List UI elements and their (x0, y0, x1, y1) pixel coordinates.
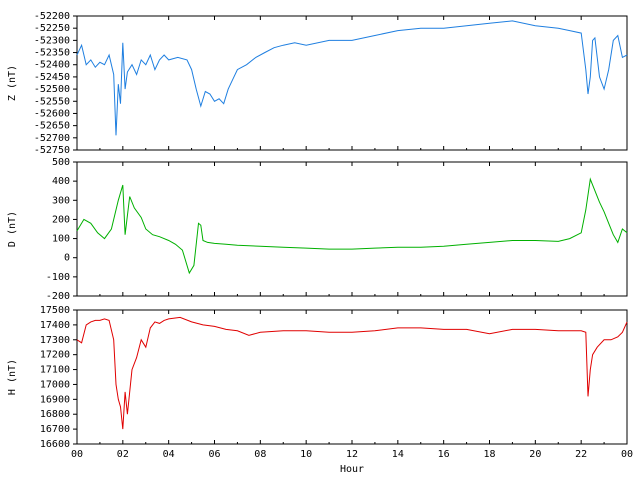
y-tick-label-z-11: -52750 (34, 145, 70, 156)
y-tick-label-d-1: 400 (52, 176, 70, 187)
y-tick-label-d-5: 0 (64, 253, 70, 264)
x-tick-label-7: 14 (392, 449, 404, 460)
y-tick-label-d-6: -100 (46, 272, 70, 283)
y-tick-label-h-3: 17200 (40, 350, 70, 361)
y-tick-label-z-2: -52300 (34, 35, 70, 46)
y-tick-label-z-4: -52400 (34, 60, 70, 71)
panel-frame-d (76, 161, 628, 297)
x-tick-label-0: 00 (71, 449, 83, 460)
y-tick-label-z-1: -52250 (34, 23, 70, 34)
y-tick-label-h-9: 16600 (40, 439, 70, 450)
y-tick-label-z-5: -52450 (34, 72, 70, 83)
y-tick-label-d-3: 200 (52, 214, 70, 225)
y-tick-label-h-8: 16700 (40, 424, 70, 435)
y-tick-label-h-6: 16900 (40, 394, 70, 405)
y-tick-label-z-7: -52550 (34, 96, 70, 107)
x-tick-label-6: 12 (346, 449, 358, 460)
series-line-h-0 (76, 316, 628, 430)
y-tick-label-h-7: 16800 (40, 409, 70, 420)
y-tick-label-d-2: 300 (52, 195, 70, 206)
x-axis-label: Hour (340, 464, 364, 475)
y-tick-label-h-0: 17500 (40, 305, 70, 316)
x-tick-label-2: 04 (163, 449, 175, 460)
x-tick-label-9: 18 (483, 449, 495, 460)
y-tick-label-h-1: 17400 (40, 320, 70, 331)
y-tick-label-h-4: 17100 (40, 365, 70, 376)
x-tick-label-11: 22 (575, 449, 587, 460)
y-tick-label-z-3: -52350 (34, 48, 70, 59)
y-tick-label-z-8: -52600 (34, 108, 70, 119)
y-axis-label-h: H (nT) (7, 359, 18, 395)
x-tick-label-3: 06 (208, 449, 220, 460)
x-tick-label-4: 08 (254, 449, 266, 460)
y-tick-label-d-0: 500 (52, 157, 70, 168)
y-tick-label-z-10: -52700 (34, 133, 70, 144)
x-tick-label-12: 00 (621, 449, 633, 460)
y-tick-label-d-4: 100 (52, 234, 70, 245)
series-line-d-0 (76, 177, 628, 275)
x-tick-label-1: 02 (117, 449, 129, 460)
y-tick-label-h-2: 17300 (40, 335, 70, 346)
x-tick-label-8: 16 (438, 449, 450, 460)
x-tick-label-10: 20 (529, 449, 541, 460)
y-tick-label-z-9: -52650 (34, 121, 70, 132)
y-tick-label-z-0: -52200 (34, 11, 70, 22)
y-tick-label-h-5: 17000 (40, 379, 70, 390)
panel-frame-z (76, 15, 628, 151)
y-axis-label-z: Z (nT) (7, 65, 18, 101)
series-line-z-0 (76, 20, 628, 136)
y-tick-label-d-7: -200 (46, 291, 70, 302)
y-axis-label-d: D (nT) (7, 211, 18, 247)
x-tick-label-5: 10 (300, 449, 312, 460)
y-tick-label-z-6: -52500 (34, 84, 70, 95)
